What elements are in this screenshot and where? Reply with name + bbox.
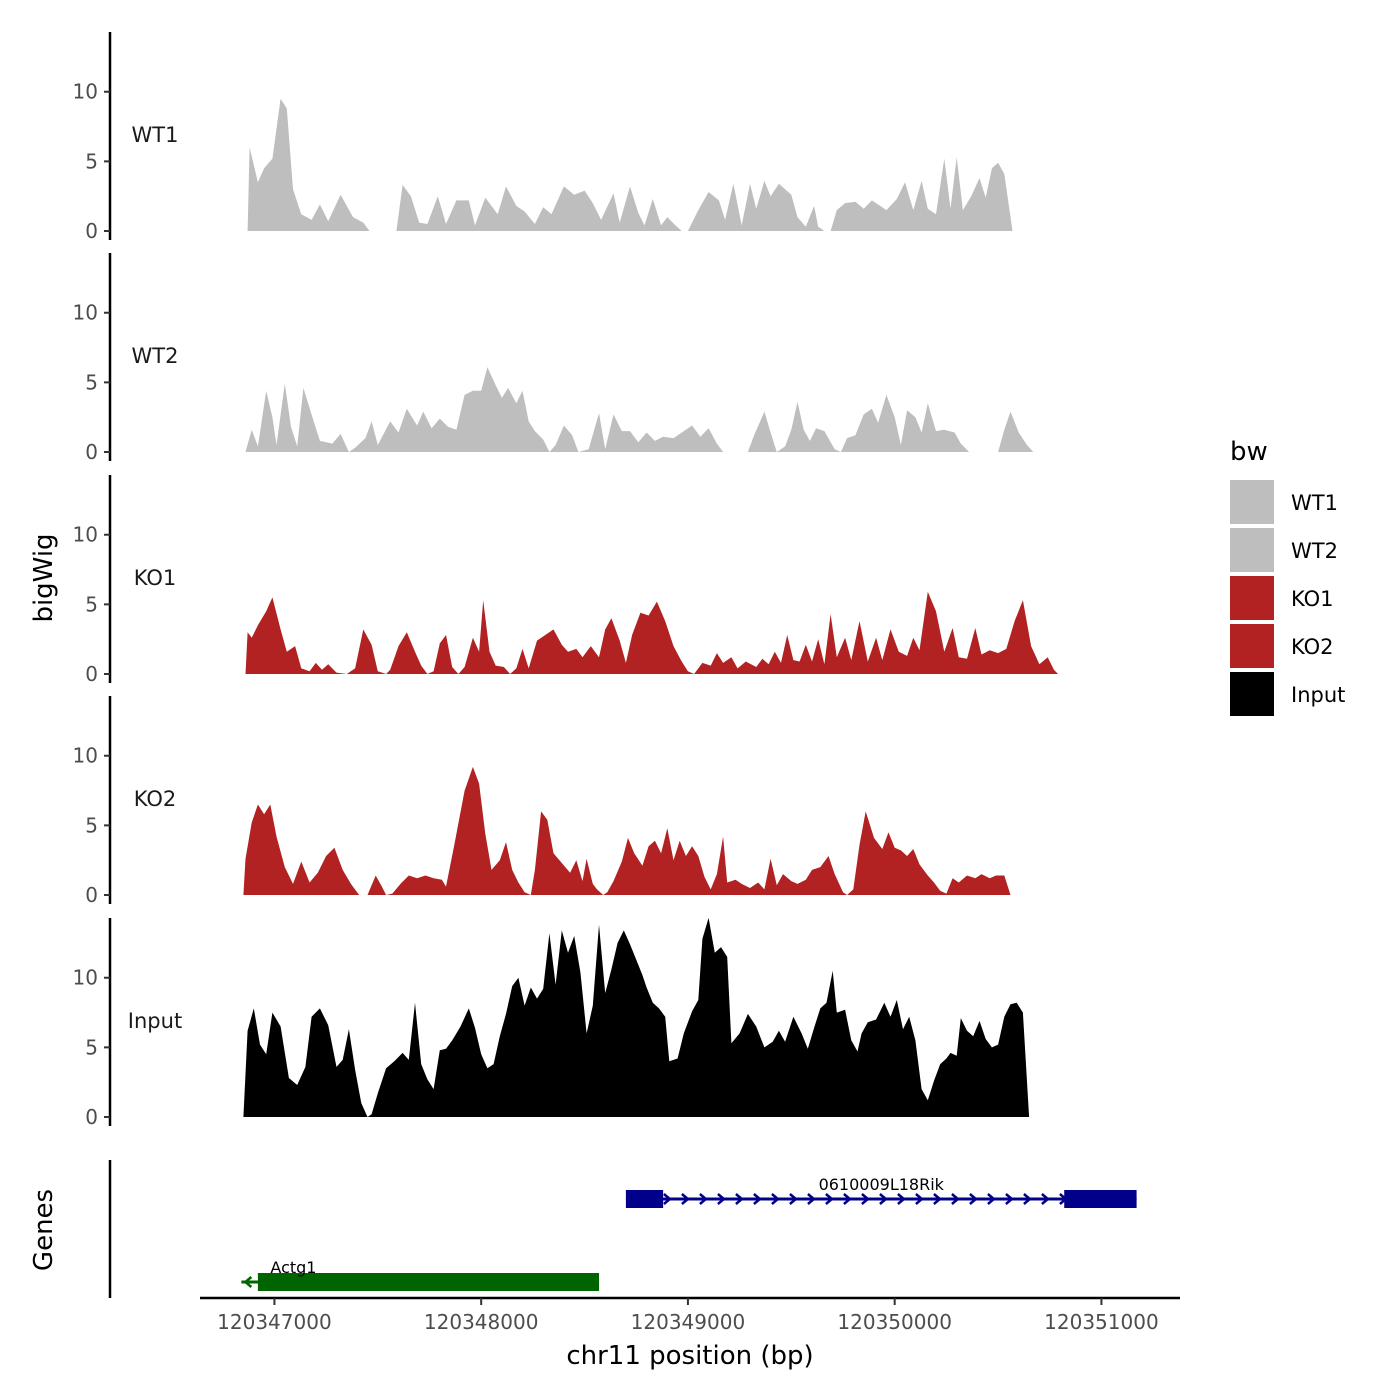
y-tick-label: 0 — [85, 1105, 98, 1129]
y-tick-label: 0 — [85, 662, 98, 686]
coverage-area-wt2 — [245, 367, 1034, 452]
y-tick-label: 5 — [85, 370, 98, 394]
y-axis-title: bigWig — [29, 533, 59, 622]
gene-actg1: Actg1 — [241, 1258, 600, 1291]
legend-label-ko2: KO2 — [1291, 635, 1334, 659]
genes-track-title: Genes — [29, 1189, 59, 1271]
strand-arrow — [243, 1276, 253, 1288]
legend-label-wt1: WT1 — [1291, 491, 1338, 515]
strand-arrow — [681, 1193, 690, 1205]
legend-label-ko1: KO1 — [1291, 587, 1334, 611]
legend-swatch-ko1 — [1230, 576, 1274, 620]
y-tick-label: 10 — [73, 301, 98, 325]
strand-arrow — [987, 1193, 996, 1205]
legend-label-input: Input — [1291, 683, 1345, 707]
x-tick-label: 120351000 — [1044, 1310, 1159, 1334]
coverage-area-wt1 — [247, 98, 1015, 231]
legend-swatch-input — [1230, 672, 1274, 716]
strand-arrow — [861, 1193, 870, 1205]
x-axis-title: chr11 position (bp) — [566, 1341, 813, 1371]
y-tick-label: 10 — [73, 523, 98, 547]
strand-arrow — [807, 1193, 816, 1205]
tracks-group: 0 5 10 WT1 0 5 10 WT2 0 5 10 KO1 0 5 10 KO2 0 5 10 Input — [73, 32, 1058, 1129]
y-tick-label: 5 — [85, 149, 98, 173]
strand-arrow — [1041, 1193, 1050, 1205]
y-tick-label: 0 — [85, 219, 98, 243]
y-tick-label: 10 — [73, 744, 98, 768]
track-ko2: 0 5 10 KO2 — [73, 696, 1011, 907]
strand-arrow — [897, 1193, 906, 1205]
gene-label: 0610009L18Rik — [819, 1175, 945, 1194]
track-label-ko1: KO1 — [134, 566, 177, 590]
strand-arrow — [879, 1193, 888, 1205]
gene-exon — [257, 1273, 600, 1291]
strand-arrow — [843, 1193, 852, 1205]
strand-arrow — [699, 1193, 708, 1205]
legend-swatch-wt2 — [1230, 528, 1274, 572]
legend-title: bw — [1230, 437, 1268, 467]
track-wt1: 0 5 10 WT1 — [73, 32, 1015, 243]
strand-arrow — [771, 1193, 780, 1205]
track-label-wt1: WT1 — [132, 123, 179, 147]
x-tick-label: 120348000 — [424, 1310, 539, 1334]
x-axis: 120347000 120348000 120349000 120350000 1203… — [200, 1296, 1180, 1334]
y-tick-label: 0 — [85, 883, 98, 907]
y-tick-label: 5 — [85, 1035, 98, 1059]
coverage-area-input — [243, 917, 1030, 1117]
strand-arrow — [789, 1193, 798, 1205]
coverage-area-ko1 — [245, 591, 1058, 674]
x-tick-label: 120350000 — [837, 1310, 952, 1334]
track-wt2: 0 5 10 WT2 — [73, 253, 1034, 464]
legend-swatch-wt1 — [1230, 480, 1274, 524]
strand-arrow — [735, 1193, 744, 1205]
gene-exon — [625, 1190, 664, 1208]
strand-arrow — [825, 1193, 834, 1205]
track-label-ko2: KO2 — [134, 787, 177, 811]
track-ko1: 0 5 10 KO1 — [73, 475, 1058, 686]
track-label-input: Input — [128, 1009, 182, 1033]
track-input: 0 5 10 Input — [73, 917, 1030, 1129]
x-tick-label: 120349000 — [631, 1310, 746, 1334]
y-tick-label: 5 — [85, 592, 98, 616]
strand-arrow — [969, 1193, 978, 1205]
strand-arrow — [915, 1193, 924, 1205]
strand-arrow — [933, 1193, 942, 1205]
strand-arrow — [753, 1193, 762, 1205]
strand-arrow — [1005, 1193, 1014, 1205]
gene-exon — [1064, 1190, 1137, 1208]
coverage-area-ko2 — [243, 766, 1011, 895]
track-label-wt2: WT2 — [132, 344, 179, 368]
y-tick-label: 10 — [73, 80, 98, 104]
y-tick-label: 5 — [85, 813, 98, 837]
x-tick-label: 120347000 — [217, 1310, 332, 1334]
y-tick-label: 10 — [73, 966, 98, 990]
strand-arrow — [663, 1193, 672, 1205]
y-tick-label: 0 — [85, 440, 98, 464]
legend: bw WT1 WT2 KO1 KO2 Input — [1230, 437, 1345, 716]
strand-arrow — [717, 1193, 726, 1205]
strand-arrow — [951, 1193, 960, 1205]
genes-group: 0610009L18Rik Actg1 — [108, 1160, 1137, 1298]
legend-swatch-ko2 — [1230, 624, 1274, 668]
strand-arrow — [1023, 1193, 1032, 1205]
legend-label-wt2: WT2 — [1291, 539, 1338, 563]
gene-0610009l18rik: 0610009L18Rik — [625, 1175, 1137, 1208]
gene-label: Actg1 — [270, 1258, 316, 1277]
